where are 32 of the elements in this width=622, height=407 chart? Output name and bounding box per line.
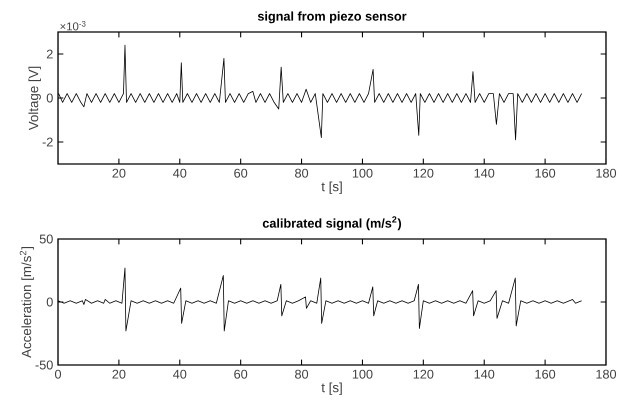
- y-axis-title: Voltage [V]: [28, 66, 41, 130]
- x-tick-label: 160: [536, 168, 556, 178]
- y-tick-label: 0: [46, 298, 53, 306]
- x-tick-label: 180: [596, 168, 616, 178]
- y-tick-label: -2: [42, 138, 53, 146]
- y-axis-title: Acceleration [m/s$^{2}$]: [20, 247, 34, 358]
- x-tick-label: 40: [173, 168, 186, 178]
- x-tick-label: 0: [54, 370, 62, 379]
- x-tick-label: 160: [536, 370, 556, 379]
- x-tick-label: 80: [295, 168, 308, 178]
- y-tick-label: -50: [36, 360, 53, 370]
- x-tick-label: 180: [596, 370, 616, 379]
- x-tick-label: 120: [414, 168, 434, 178]
- x-tick-label: 140: [474, 168, 494, 178]
- chart-title: signal from piezo sensor: [258, 11, 406, 24]
- x-tick-label: 40: [173, 370, 186, 379]
- x-tick-label: 100: [352, 370, 373, 379]
- x-tick-label: 20: [112, 370, 126, 379]
- x-tick-label: 100: [352, 168, 373, 178]
- x-axis-title: t [s]: [321, 181, 342, 194]
- y-tick-label: 0: [46, 94, 53, 102]
- x-tick-label: 20: [112, 168, 126, 178]
- y-tick-label: 50: [40, 234, 53, 244]
- x-tick-label: 80: [295, 370, 308, 379]
- x-tick-label: 120: [414, 370, 434, 379]
- chart-title: calibrated signal (m/s$^{2}$): [262, 216, 402, 230]
- x-tick-label: 60: [234, 168, 248, 178]
- y-tick-label: 2: [46, 50, 53, 58]
- x-tick-label: 140: [474, 370, 494, 379]
- text: ×10$^{-3}$: [60, 20, 86, 30]
- x-tick-label: 60: [234, 370, 248, 379]
- x-axis-title: t [s]: [321, 382, 342, 395]
